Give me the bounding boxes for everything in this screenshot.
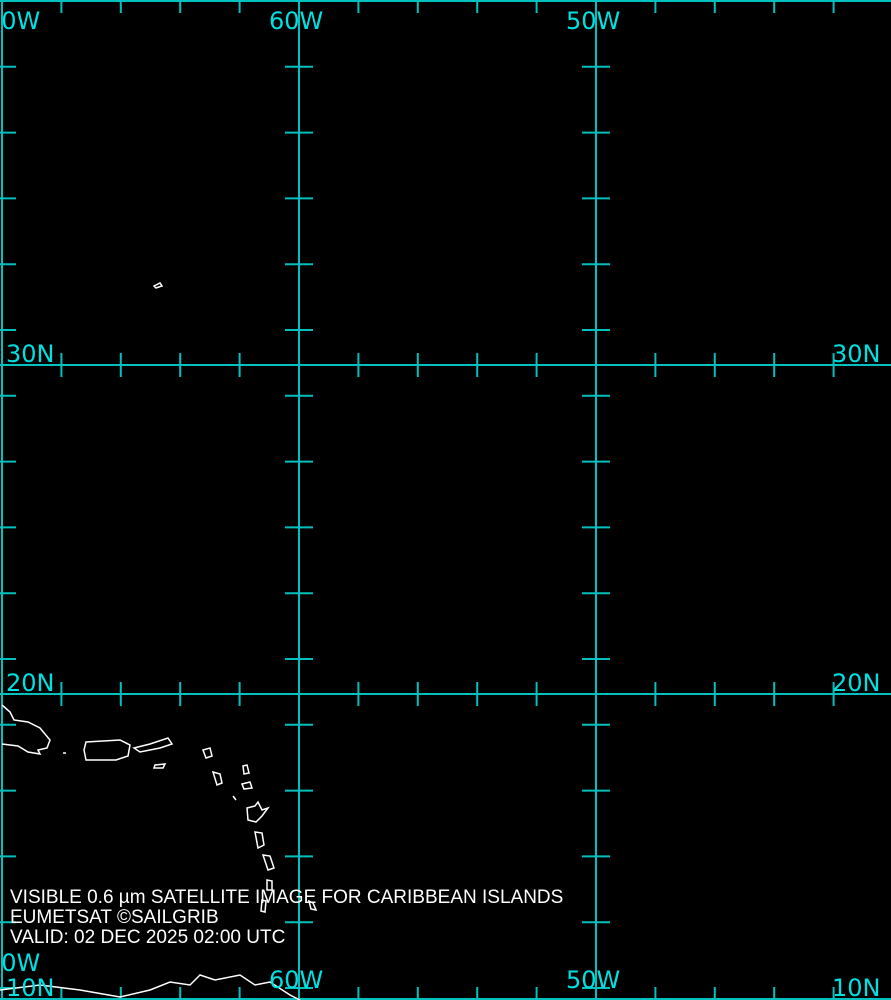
virgin-islands-coast [132,737,174,753]
caption-credit: EUMETSAT ©SAILGRIB [10,907,219,928]
island [240,781,254,790]
coastlines [0,282,318,1000]
st-lucia-coast [266,879,273,891]
lat-label-right-20n: 20N [832,669,881,697]
lat-label-left-20n: 20N [6,669,55,697]
hispaniola-coast [1,704,51,755]
caption-valid-time: VALID: 02 DEC 2025 02:00 UTC [10,927,286,948]
lat-label-left-10n: 10N [6,974,55,1000]
island [211,770,223,786]
barbados-coast [307,899,318,912]
south-america-coast [0,974,301,1000]
st-vincent-coast [260,899,267,913]
island [232,795,237,801]
guadeloupe-coast [246,800,271,823]
lon-label-bottom-60w: 60W [269,966,324,994]
lon-label-top-50w: 50W [566,7,621,35]
caption-title: VISIBLE 0.6 µm SATELLITE IMAGE FOR CARIB… [10,887,564,908]
lon-label-top-60w: 60W [269,7,324,35]
lon-label-bottom-70w: 70W [0,949,41,977]
dominica-coast [254,831,265,850]
island [242,764,250,775]
island [202,747,213,759]
lat-label-right-30n: 30N [832,340,881,368]
martinique-coast [261,854,275,871]
lon-label-bottom-50w: 50W [566,966,621,994]
island [152,763,167,769]
lon-label-top-70w: 70W [0,7,41,35]
island [152,282,164,289]
lat-label-right-10n: 10N [832,974,881,1000]
puerto-rico-coast [83,739,131,761]
lat-label-left-30n: 30N [6,340,55,368]
